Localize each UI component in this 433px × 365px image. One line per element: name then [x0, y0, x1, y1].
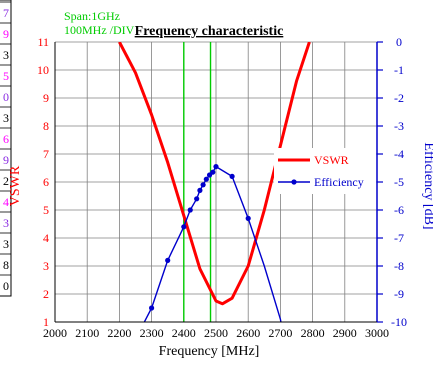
x-tick-label: 2700: [268, 326, 292, 340]
x-tick-label: 3000: [365, 326, 389, 340]
y-tick-label: 5: [43, 203, 49, 217]
x-tick-label: 2600: [236, 326, 260, 340]
y2-tick-label: -8: [394, 259, 404, 273]
y2-tick-label: -5: [394, 175, 404, 189]
data-point-efficiency: [200, 182, 206, 188]
x-tick-label: 2300: [140, 326, 164, 340]
y2-tick-label: -7: [394, 231, 404, 245]
left-strip-cell: 6: [3, 132, 9, 146]
y2-tick-label: -10: [391, 315, 407, 329]
y-tick-label: 2: [43, 287, 49, 301]
y2-tick-label: -4: [394, 147, 404, 161]
legend-box: [274, 148, 376, 194]
y-tick-label: 6: [43, 175, 49, 189]
span-annotation-line1: Span:1GHz: [64, 9, 120, 23]
x-tick-label: 2100: [75, 326, 99, 340]
left-strip-cell: 5: [3, 69, 9, 83]
data-point-efficiency: [194, 196, 200, 202]
left-strip-cell: 4: [3, 195, 9, 209]
legend-label-efficiency: Efficiency: [314, 175, 364, 189]
data-point-efficiency: [203, 176, 209, 182]
y2-tick-label: -1: [394, 63, 404, 77]
y-tick-label: 10: [37, 63, 49, 77]
y-tick-label: 7: [43, 147, 49, 161]
x-tick-label: 2000: [43, 326, 67, 340]
left-strip-cell: 8: [3, 258, 9, 272]
left-strip-cell: 3: [3, 48, 9, 62]
left-strip-cell: 9: [3, 27, 9, 41]
y2-tick-label: -3: [394, 119, 404, 133]
x-tick-label: 2200: [107, 326, 131, 340]
span-annotation-line2: 100MHz /DIV: [64, 23, 135, 37]
data-point-efficiency: [197, 187, 203, 193]
data-point-efficiency: [229, 173, 235, 179]
left-strip-cell: 3: [3, 237, 9, 251]
left-strip-cell: 9: [3, 153, 9, 167]
data-point-efficiency: [213, 164, 219, 170]
y-axis-label: VSWR: [8, 165, 23, 206]
x-tick-label: 2900: [333, 326, 357, 340]
x-axis-label: Frequency [MHz]: [159, 344, 260, 359]
data-point-efficiency: [187, 207, 193, 213]
left-strip-frame: [0, 0, 12, 297]
x-tick-label: 2500: [204, 326, 228, 340]
y-tick-label: 1: [43, 315, 49, 329]
left-strip-cell: 0: [3, 90, 9, 104]
chart-title: Frequency characteristic: [135, 24, 284, 39]
y2-axis-label: Efficiency [dB]: [421, 142, 433, 229]
legend-label-vswr: VSWR: [314, 153, 349, 167]
y2-tick-label: -6: [394, 203, 404, 217]
data-point-efficiency: [245, 215, 251, 221]
left-strip-cell: 3: [3, 216, 9, 230]
y2-tick-label: -2: [394, 91, 404, 105]
y-tick-label: 9: [43, 91, 49, 105]
left-strip-cell: 7: [3, 6, 9, 20]
y2-tick-label: 0: [396, 35, 402, 49]
x-tick-label: 2400: [172, 326, 196, 340]
data-point-efficiency: [210, 169, 216, 175]
legend-marker-efficiency: [291, 179, 297, 185]
left-strip-cell: 0: [3, 279, 9, 293]
left-strip-cell: 2: [3, 174, 9, 188]
data-point-efficiency: [149, 305, 155, 311]
y-tick-label: 8: [43, 119, 49, 133]
y-tick-label: 4: [43, 231, 49, 245]
y2-tick-label: -9: [394, 287, 404, 301]
y-tick-label: 3: [43, 259, 49, 273]
x-tick-label: 2800: [301, 326, 325, 340]
left-strip-cell: 3: [3, 111, 9, 125]
y-tick-label: 11: [37, 35, 49, 49]
data-point-efficiency: [181, 224, 187, 230]
data-point-efficiency: [165, 257, 171, 263]
